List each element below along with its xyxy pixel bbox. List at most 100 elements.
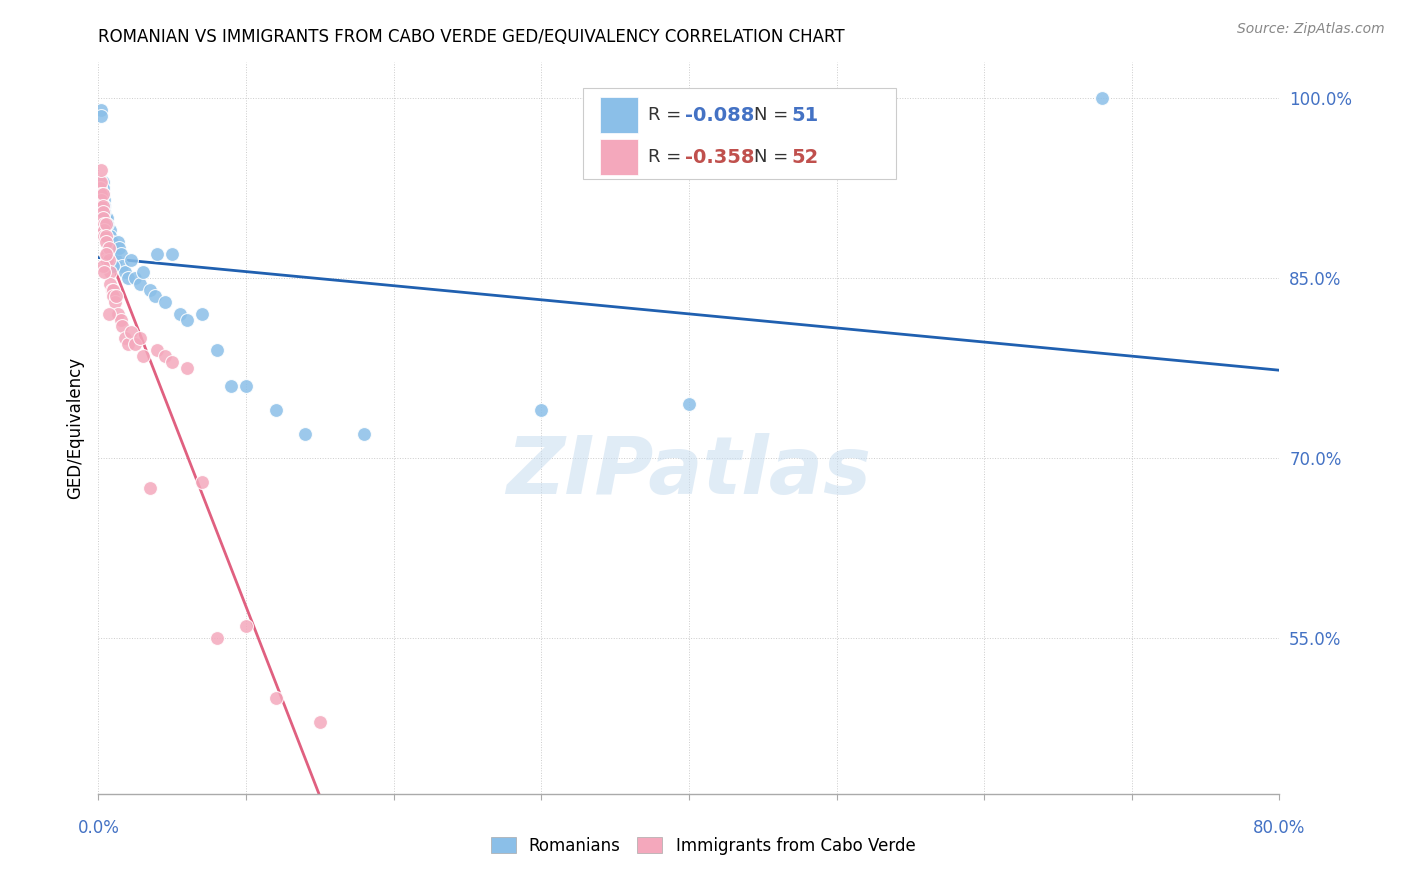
Point [91, 205, 114, 219]
Point [90, 163, 112, 178]
Point [93, 199, 115, 213]
Point [146, 343, 169, 358]
Point [139, 283, 162, 297]
Point [105, 289, 128, 303]
Point [96, 253, 118, 268]
Point [124, 271, 146, 285]
Point [90, 175, 112, 189]
FancyBboxPatch shape [582, 88, 896, 179]
Point [103, 241, 125, 255]
Point [128, 331, 150, 345]
Point [191, 307, 214, 321]
Point [162, 355, 183, 369]
Point [89, 175, 111, 189]
Text: Source: ZipAtlas.com: Source: ZipAtlas.com [1237, 22, 1385, 37]
Point [530, 403, 553, 417]
Text: 80.0%: 80.0% [1253, 820, 1306, 838]
Point [108, 241, 131, 255]
Point [235, 619, 257, 633]
Point [100, 235, 122, 250]
Text: ROMANIAN VS IMMIGRANTS FROM CABO VERDE GED/EQUIVALENCY CORRELATION CHART: ROMANIAN VS IMMIGRANTS FROM CABO VERDE G… [98, 28, 845, 45]
Point [678, 397, 700, 411]
Point [93, 229, 115, 244]
Point [98, 223, 121, 237]
Point [221, 379, 243, 393]
Point [169, 307, 191, 321]
Point [89, 181, 111, 195]
Point [90, 103, 112, 118]
Point [91, 199, 114, 213]
Point [153, 349, 176, 363]
Text: N =: N = [754, 106, 794, 124]
Point [94, 217, 117, 231]
Point [294, 427, 316, 442]
Point [111, 260, 134, 274]
Point [97, 253, 120, 268]
Point [176, 361, 198, 376]
Point [139, 481, 162, 495]
Point [1091, 91, 1114, 105]
Text: 0.0%: 0.0% [77, 820, 120, 838]
Point [91, 175, 114, 189]
Point [90, 187, 112, 202]
Point [103, 247, 125, 261]
Point [96, 223, 118, 237]
Point [89, 199, 111, 213]
Point [93, 194, 115, 208]
Point [353, 427, 375, 442]
Point [205, 631, 228, 645]
Text: R =: R = [648, 148, 686, 166]
Point [110, 247, 132, 261]
Point [132, 349, 155, 363]
Point [309, 714, 332, 729]
FancyBboxPatch shape [600, 139, 638, 175]
Point [117, 271, 139, 285]
Point [94, 229, 117, 244]
Point [205, 343, 228, 358]
Point [94, 247, 117, 261]
Point [162, 247, 183, 261]
Point [96, 247, 118, 261]
Point [97, 235, 120, 250]
Point [114, 331, 136, 345]
Text: 51: 51 [792, 106, 818, 125]
Point [120, 253, 142, 268]
Point [98, 265, 121, 279]
Text: -0.088: -0.088 [685, 106, 755, 125]
Point [98, 277, 121, 292]
Text: ZIPatlas: ZIPatlas [506, 433, 872, 511]
Point [93, 223, 115, 237]
Point [100, 283, 122, 297]
Text: -0.358: -0.358 [685, 148, 755, 167]
Point [91, 181, 114, 195]
Point [97, 241, 120, 255]
FancyBboxPatch shape [600, 97, 638, 133]
Y-axis label: GED/Equivalency: GED/Equivalency [66, 357, 84, 500]
Text: N =: N = [754, 148, 794, 166]
Point [153, 295, 176, 310]
Point [124, 337, 146, 351]
Text: 52: 52 [792, 148, 818, 167]
Point [90, 199, 112, 213]
Point [117, 337, 139, 351]
Point [96, 217, 118, 231]
Point [103, 289, 125, 303]
Point [128, 277, 150, 292]
Point [104, 247, 127, 261]
Point [89, 187, 111, 202]
Point [107, 307, 129, 321]
Text: R =: R = [648, 106, 686, 124]
Point [93, 265, 115, 279]
Point [264, 690, 287, 705]
Point [91, 187, 114, 202]
Point [91, 211, 114, 226]
Point [91, 260, 114, 274]
Point [132, 265, 155, 279]
Point [107, 235, 129, 250]
Point [235, 379, 257, 393]
Point [111, 319, 134, 334]
Point [120, 325, 142, 339]
Point [94, 235, 117, 250]
Point [90, 109, 112, 123]
Point [94, 217, 117, 231]
